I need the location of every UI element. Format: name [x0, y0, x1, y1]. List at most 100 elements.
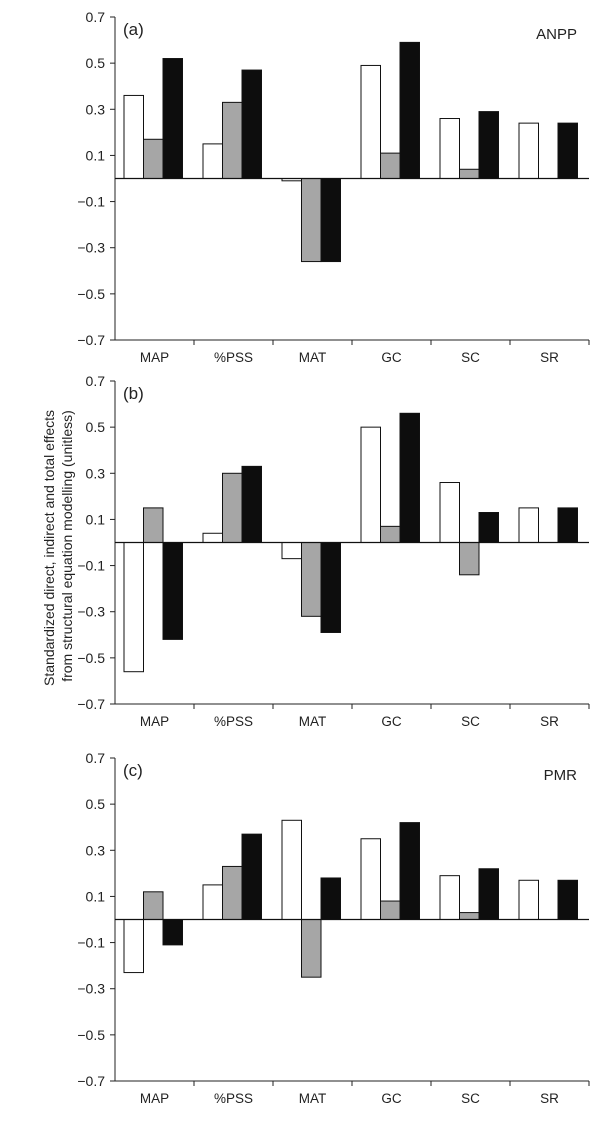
- x-category-label: GC: [381, 1091, 402, 1106]
- bar-direct-effect-sc: [439, 875, 460, 921]
- y-tick-label: 0.3: [86, 842, 106, 858]
- x-category-label: SC: [461, 714, 480, 729]
- y-tick-label: 0.3: [86, 101, 106, 117]
- bar-direct-effect-map: [123, 94, 144, 179]
- x-category-label: MAP: [140, 350, 169, 365]
- y-tick-label: 0.1: [86, 147, 106, 163]
- bar-direct-effect-mat: [281, 542, 302, 560]
- x-category-label: MAT: [299, 714, 327, 729]
- bar-indirect-effect-mat: [301, 542, 322, 617]
- bar-direct-effect-sc: [439, 118, 460, 179]
- x-category-label: SR: [540, 714, 559, 729]
- x-category-label: MAT: [299, 1091, 327, 1106]
- bar-total-effect-sr: [557, 122, 578, 179]
- bar-direct-effect-sr: [518, 507, 539, 543]
- y-tick-label: −0.3: [77, 240, 105, 256]
- y-axis-label-line-2: from structural equation modelling (unit…: [59, 410, 75, 682]
- y-tick-label: 0.3: [86, 465, 106, 481]
- bar-indirect-effect-map: [143, 507, 164, 543]
- bar-total-effect-map: [162, 542, 183, 640]
- bar-total-effect-pct-pss: [241, 465, 262, 543]
- bar-direct-effect-sr: [518, 122, 539, 179]
- bar-total-effect-pct-pss: [241, 833, 262, 921]
- x-category-label: SC: [461, 350, 480, 365]
- y-tick-label: −0.7: [77, 1073, 105, 1089]
- bar-total-effect-mat: [320, 542, 341, 633]
- bar-total-effect-map: [162, 919, 183, 946]
- bar-total-effect-map: [162, 58, 183, 179]
- bar-direct-effect-gc: [360, 838, 381, 920]
- bar-direct-effect-map: [123, 542, 144, 673]
- bar-direct-effect-pct-pss: [202, 143, 223, 179]
- panel-b: 0.7 0.5 0.3 0.1 −0.1 −0.3 −0.5 −0.7 MAP %PSS MAT GC…: [77, 373, 590, 729]
- bar-indirect-effect-gc: [380, 525, 401, 543]
- x-category-label: SC: [461, 1091, 480, 1106]
- bar-indirect-effect-map: [143, 891, 164, 920]
- bar-indirect-effect-pct-pss: [222, 865, 243, 921]
- y-tick-label: −0.5: [77, 1027, 105, 1043]
- bar-total-effect-mat: [320, 178, 341, 263]
- bar-total-effect-gc: [399, 412, 420, 543]
- panel-label: (b): [123, 384, 144, 403]
- x-category-label: MAP: [140, 714, 169, 729]
- bar-direct-effect-sr: [518, 879, 539, 920]
- chart-panels: 0.7 0.5 0.3 0.1 −0.1 −0.3 −0.5 −0.7 MAP %PSS MAT GC…: [77, 9, 590, 1106]
- panel-title: PMR: [544, 767, 578, 784]
- y-tick-label: 0.7: [86, 9, 106, 25]
- y-axis-label: Standardized direct, indirect and total …: [41, 406, 75, 686]
- bar-indirect-effect-map: [143, 138, 164, 179]
- panel-label: (c): [123, 761, 143, 780]
- bar-indirect-effect-pct-pss: [222, 101, 243, 179]
- y-tick-label: 0.5: [86, 796, 106, 812]
- bar-indirect-effect-mat: [301, 919, 322, 978]
- bar-total-effect-sc: [478, 868, 499, 920]
- y-axis-label-line-1: Standardized direct, indirect and total …: [41, 410, 57, 686]
- y-tick-label: −0.7: [77, 332, 105, 348]
- bar-direct-effect-pct-pss: [202, 884, 223, 921]
- y-tick-label: 0.5: [86, 419, 106, 435]
- bar-direct-effect-gc: [360, 426, 381, 543]
- bar-total-effect-sr: [557, 507, 578, 543]
- bar-indirect-effect-sc: [459, 912, 480, 920]
- y-tick-label: −0.1: [77, 558, 105, 574]
- y-tick-label: −0.5: [77, 650, 105, 666]
- y-tick-label: 0.5: [86, 55, 106, 71]
- bar-indirect-effect-sc: [459, 168, 480, 179]
- y-tick-label: −0.5: [77, 286, 105, 302]
- y-tick-label: 0.1: [86, 511, 106, 527]
- panel-title: ANPP: [536, 26, 577, 43]
- x-category-label: GC: [381, 350, 402, 365]
- y-tick-label: 0.7: [86, 750, 106, 766]
- y-tick-label: 0.1: [86, 888, 106, 904]
- bar-total-effect-pct-pss: [241, 69, 262, 179]
- y-tick-label: −0.3: [77, 604, 105, 620]
- bar-direct-effect-map: [123, 919, 144, 974]
- bar-total-effect-sr: [557, 879, 578, 920]
- bar-direct-effect-mat: [281, 819, 302, 920]
- x-category-label: %PSS: [214, 1091, 253, 1106]
- bar-indirect-effect-mat: [301, 178, 322, 263]
- bar-total-effect-gc: [399, 41, 420, 179]
- bar-direct-effect-sc: [439, 482, 460, 543]
- panel-label: (a): [123, 20, 144, 39]
- x-category-label: SR: [540, 350, 559, 365]
- bar-indirect-effect-gc: [380, 152, 401, 179]
- bar-total-effect-sc: [478, 512, 499, 543]
- bar-direct-effect-gc: [360, 64, 381, 179]
- y-tick-label: −0.1: [77, 194, 105, 210]
- x-category-label: MAT: [299, 350, 327, 365]
- bar-total-effect-gc: [399, 822, 420, 920]
- bar-indirect-effect-pct-pss: [222, 472, 243, 543]
- y-tick-label: −0.3: [77, 981, 105, 997]
- y-tick-label: −0.7: [77, 696, 105, 712]
- y-tick-label: −0.1: [77, 935, 105, 951]
- bar-direct-effect-pct-pss: [202, 532, 223, 543]
- x-category-label: MAP: [140, 1091, 169, 1106]
- bar-indirect-effect-gc: [380, 900, 401, 920]
- x-category-label: SR: [540, 1091, 559, 1106]
- x-category-label: GC: [381, 714, 402, 729]
- bar-total-effect-sc: [478, 111, 499, 179]
- x-category-label: %PSS: [214, 350, 253, 365]
- x-category-label: %PSS: [214, 714, 253, 729]
